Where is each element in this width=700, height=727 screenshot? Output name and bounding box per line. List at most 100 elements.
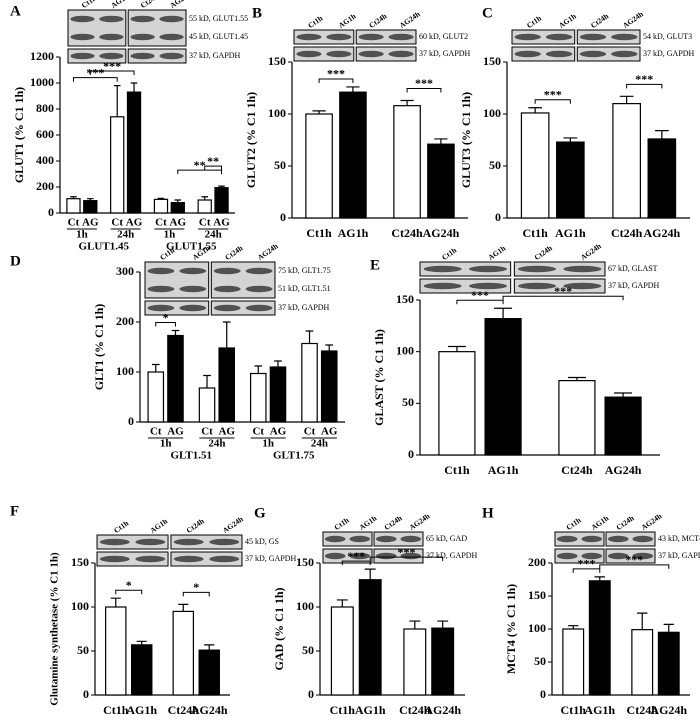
x-tick-label: AG24h <box>644 226 681 240</box>
group-label: GLT1.51 <box>171 450 212 462</box>
blot-band <box>159 15 184 23</box>
x-tick-label: Ct <box>252 426 264 438</box>
significance-bracket <box>204 165 223 171</box>
blot-band <box>545 50 573 58</box>
blot <box>511 29 576 45</box>
significance-label: *** <box>86 65 104 79</box>
error-bar <box>312 110 326 114</box>
significance-bracket <box>72 77 118 82</box>
pair-label: 24h <box>208 438 225 450</box>
blot-band <box>173 555 204 563</box>
blot <box>513 261 606 277</box>
bar <box>320 350 338 423</box>
blot-band <box>468 282 508 290</box>
significance-label: *** <box>347 549 365 563</box>
blot-band <box>99 52 124 60</box>
x-tick-label: Ct <box>111 217 123 229</box>
blot-band <box>579 33 607 41</box>
significance-label: * <box>193 580 199 594</box>
panel-letter: D <box>10 253 21 269</box>
y-axis-label: Glutamine synthetase (% C1 1h) <box>49 552 61 706</box>
error-bar <box>222 321 231 348</box>
significance-bracket <box>341 560 371 566</box>
error-bar <box>336 599 348 607</box>
error-bar <box>218 185 225 188</box>
x-tick-label: AG24h <box>650 703 687 717</box>
blot <box>210 300 276 316</box>
error-bar <box>325 344 334 351</box>
blot <box>554 531 605 547</box>
bar <box>427 143 455 219</box>
error-bar <box>663 623 674 633</box>
panel-letter: A <box>10 3 21 19</box>
lane-label: Ct1h <box>112 518 131 535</box>
blot-band <box>159 33 184 41</box>
error-bar <box>567 376 586 381</box>
bar <box>198 649 220 696</box>
blot-band <box>147 304 175 312</box>
y-axis-label: GLUT3 (% C1 1h) <box>459 92 473 188</box>
blot-band <box>70 52 95 60</box>
significance-label: *** <box>471 288 489 302</box>
blot-band <box>179 285 207 293</box>
blot-band <box>632 535 654 543</box>
y-axis-label: GAD (% C1 1h) <box>272 587 286 670</box>
blot <box>511 46 576 62</box>
significance-bracket <box>177 169 223 175</box>
significance-label: * <box>163 310 169 324</box>
lane-label: AG24h <box>168 0 193 10</box>
lane-label: Ct24h <box>139 0 161 10</box>
blot-band <box>632 552 654 560</box>
blot <box>127 48 187 64</box>
bar <box>269 366 287 423</box>
x-tick-label: AG24h <box>191 703 228 717</box>
bar <box>301 342 318 423</box>
error-bar <box>654 130 669 139</box>
x-tick-label: Ct <box>150 426 162 438</box>
significance-bracket <box>369 556 444 562</box>
lane-label: Ct24h <box>382 513 404 532</box>
error-bar <box>305 330 314 344</box>
bar <box>438 351 476 456</box>
x-tick-label: Ct1h <box>103 703 129 717</box>
blot-band <box>358 33 384 41</box>
blot-label: 37 kD, GAPDH <box>643 49 695 58</box>
error-bar <box>274 360 282 367</box>
bar <box>647 138 677 219</box>
blot-band <box>517 265 557 273</box>
significance-bracket <box>115 589 143 595</box>
blot-label: 45 kD, GLUT1.45 <box>189 32 248 41</box>
y-axis-label: MCT4 (% C1 1h) <box>504 584 518 674</box>
blot-band <box>130 33 155 41</box>
blot <box>210 261 276 299</box>
x-tick-label: AG24h <box>424 703 461 717</box>
x-tick-label: AG1h <box>555 226 586 240</box>
blot-band <box>579 50 607 58</box>
x-tick-label: Ct1h <box>444 463 470 477</box>
error-bar <box>528 107 543 113</box>
error-bar <box>494 307 513 319</box>
significance-label: *** <box>635 72 653 86</box>
x-tick-label: AG <box>270 426 287 438</box>
lane-label: AG24h <box>621 9 646 30</box>
blot <box>322 548 373 564</box>
y-tick-label: 100 <box>116 364 134 378</box>
y-tick-label: 0 <box>408 447 414 461</box>
y-axis-label: GLUT1 (% C1 1h) <box>12 87 26 183</box>
blot-label: 37 kD, GAPDH <box>245 554 297 563</box>
blot-label: 37 kD, GAPDH <box>658 551 700 560</box>
blot-band <box>147 285 175 293</box>
blot <box>293 46 355 62</box>
significance-bracket <box>534 99 571 104</box>
blot-band <box>358 50 384 58</box>
blot-band <box>99 538 130 546</box>
x-tick-label: Ct <box>199 217 211 229</box>
lane-label: Ct1h <box>80 0 99 10</box>
blot-label: 65 kD, GAD <box>426 534 467 543</box>
blot-band <box>99 15 124 23</box>
blot <box>419 278 512 294</box>
y-tick-label: 1200 <box>30 49 54 63</box>
blot-band <box>296 50 322 58</box>
error-bar <box>157 197 165 200</box>
blot-band <box>349 552 371 560</box>
